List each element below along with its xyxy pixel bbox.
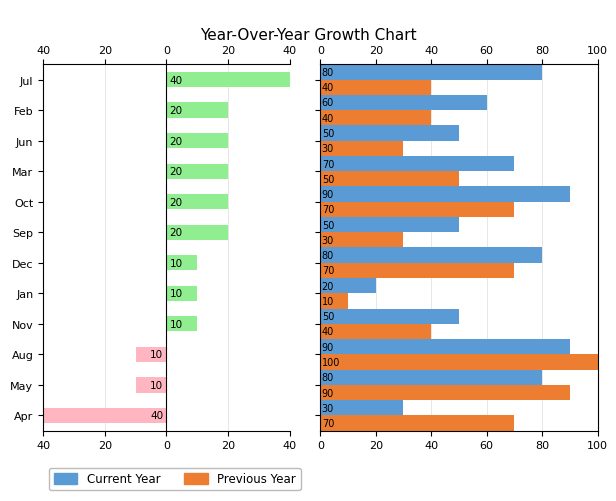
Text: 10: 10 [150, 380, 163, 390]
Text: 40: 40 [322, 327, 334, 337]
Text: 20: 20 [169, 197, 182, 207]
Text: 10: 10 [169, 289, 182, 299]
Bar [166, 317, 197, 332]
Text: 30: 30 [322, 144, 334, 154]
Text: 40: 40 [322, 83, 334, 93]
Bar [136, 347, 166, 362]
Bar [166, 103, 228, 118]
Bar [320, 400, 403, 416]
Bar [136, 378, 166, 393]
Text: 40: 40 [169, 75, 182, 85]
Bar [320, 279, 376, 294]
Bar [166, 195, 228, 210]
Bar [320, 202, 514, 217]
Bar [320, 385, 570, 400]
Text: 10: 10 [169, 258, 182, 268]
Text: 100: 100 [322, 357, 340, 367]
Bar [43, 408, 166, 423]
Legend: Current Year, Previous Year: Current Year, Previous Year [49, 468, 301, 490]
Text: 20: 20 [169, 167, 182, 177]
Bar [320, 324, 431, 340]
Text: 50: 50 [322, 312, 334, 322]
Bar [166, 134, 228, 149]
Text: 10: 10 [169, 319, 182, 329]
Bar [320, 96, 487, 111]
Text: 90: 90 [322, 388, 334, 398]
Text: 70: 70 [322, 418, 334, 428]
Text: Year-Over-Year Growth Chart: Year-Over-Year Growth Chart [200, 28, 416, 43]
Bar [166, 164, 228, 179]
Bar [320, 141, 403, 156]
Bar [320, 263, 514, 279]
Text: 50: 50 [322, 220, 334, 230]
Bar [320, 309, 459, 324]
Bar [320, 126, 459, 141]
Text: 50: 50 [322, 129, 334, 139]
Bar [320, 172, 459, 187]
Bar [166, 73, 290, 88]
Bar [320, 233, 403, 248]
Text: 20: 20 [322, 281, 334, 291]
Bar [320, 111, 431, 126]
Text: 30: 30 [322, 235, 334, 245]
Bar [320, 80, 431, 96]
Text: 80: 80 [322, 250, 334, 261]
Bar [320, 248, 542, 263]
Bar [320, 294, 348, 309]
Text: 70: 70 [322, 266, 334, 276]
Text: 80: 80 [322, 68, 334, 78]
Bar [320, 416, 514, 431]
Text: 50: 50 [322, 174, 334, 184]
Text: 30: 30 [322, 403, 334, 413]
Bar [320, 217, 459, 233]
Text: 70: 70 [322, 205, 334, 215]
Text: 20: 20 [169, 228, 182, 238]
Text: 90: 90 [322, 190, 334, 200]
Text: 40: 40 [150, 411, 163, 421]
Bar [320, 340, 570, 355]
Bar [166, 286, 197, 301]
Text: 80: 80 [322, 373, 334, 383]
Text: 20: 20 [169, 106, 182, 116]
Text: 90: 90 [322, 342, 334, 352]
Bar [320, 156, 514, 172]
Text: 20: 20 [169, 136, 182, 146]
Text: 70: 70 [322, 159, 334, 169]
Bar [320, 187, 570, 202]
Text: 10: 10 [322, 296, 334, 306]
Bar [320, 355, 598, 370]
Bar [166, 256, 197, 271]
Bar [320, 65, 542, 80]
Bar [320, 370, 542, 385]
Text: 10: 10 [150, 350, 163, 360]
Text: 40: 40 [322, 113, 334, 123]
Text: 60: 60 [322, 98, 334, 108]
Bar [166, 225, 228, 240]
